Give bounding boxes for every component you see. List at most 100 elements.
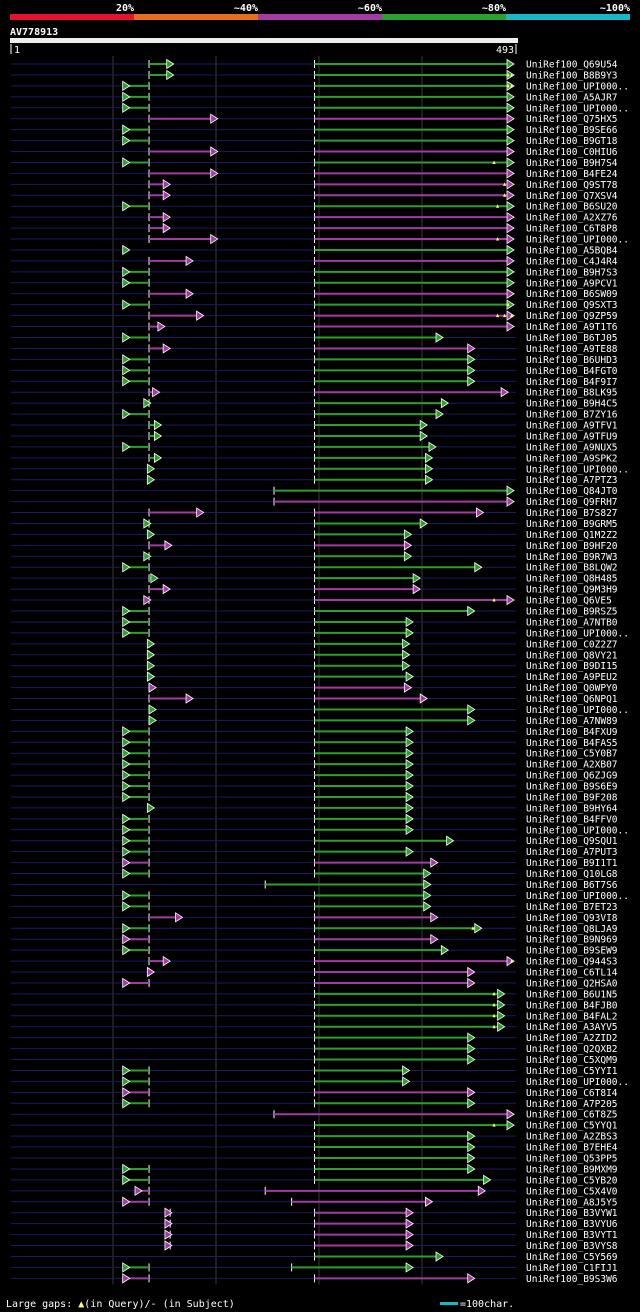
hit-label[interactable]: UniRef100_B7ZY16 [526, 410, 618, 421]
hit-label[interactable]: UniRef100_Q6VE5 [526, 596, 612, 607]
hit-row[interactable]: UniRef100_B6SW09 [11, 288, 618, 300]
hit-label[interactable]: UniRef100_A9PCV1 [526, 278, 618, 289]
hit-label[interactable]: UniRef100_B9MXM9 [526, 1164, 618, 1175]
hit-label[interactable]: UniRef100_B3VYW1 [526, 1208, 618, 1219]
hit-label[interactable]: UniRef100_A2XZ76 [526, 213, 618, 224]
hit-row[interactable]: UniRef100_C5XQM9 [11, 1054, 618, 1066]
hit-label[interactable]: UniRef100_C6TL14 [526, 968, 618, 979]
hit-label[interactable]: UniRef100_B9I1T1 [526, 858, 618, 869]
hit-row[interactable]: UniRef100_A2ZID2 [11, 1032, 618, 1044]
hit-row[interactable]: UniRef100_B3VYW1 [11, 1207, 618, 1219]
hit-row[interactable]: UniRef100_B3VYU6 [11, 1218, 618, 1230]
hit-label[interactable]: UniRef100_B3VYS8 [526, 1241, 618, 1252]
hit-label[interactable]: UniRef100_C4J4R4 [526, 256, 618, 267]
hit-label[interactable]: UniRef100_UPI000.. [526, 235, 629, 246]
hit-label[interactable]: UniRef100_Q9FRH7 [526, 497, 618, 508]
hit-row[interactable]: UniRef100_C5YB20 [11, 1174, 618, 1186]
hit-label[interactable]: UniRef100_C5YB20 [526, 1175, 618, 1186]
hit-label[interactable]: UniRef100_A9TFV1 [526, 421, 618, 432]
hit-label[interactable]: UniRef100_C5YYI1 [526, 1066, 618, 1077]
hit-row[interactable]: UniRef100_UPI000.. [11, 233, 629, 246]
hit-row[interactable]: UniRef100_Q2QXB2 [11, 1043, 618, 1055]
hit-label[interactable]: UniRef100_Q8VY21 [526, 650, 618, 661]
hit-label[interactable]: UniRef100_Q6ZJG9 [526, 771, 618, 782]
hit-label[interactable]: UniRef100_A5BQB4 [526, 245, 618, 256]
hit-label[interactable]: UniRef100_C5Y569 [526, 1252, 618, 1263]
hit-row[interactable]: UniRef100_B4FAL2 [11, 1010, 618, 1022]
hit-label[interactable]: UniRef100_A9SPK2 [526, 453, 618, 464]
hit-label[interactable]: UniRef100_B8LQW2 [526, 563, 618, 574]
hit-row[interactable]: UniRef100_B9GRM5 [11, 518, 618, 530]
hit-label[interactable]: UniRef100_B8B9Y3 [526, 70, 618, 81]
hit-row[interactable]: UniRef100_UPI000.. [11, 102, 629, 114]
hit-row[interactable]: UniRef100_Q9FRH7 [11, 496, 618, 508]
hit-row[interactable]: UniRef100_Q93VI8 [11, 912, 618, 924]
hit-row[interactable]: UniRef100_Q53PP5 [11, 1152, 618, 1165]
hit-label[interactable]: UniRef100_C5Y0B7 [526, 749, 618, 760]
hit-label[interactable]: UniRef100_B7ET23 [526, 902, 618, 913]
hit-label[interactable]: UniRef100_Q7XSV4 [526, 191, 618, 202]
hit-row[interactable]: UniRef100_Q9SQU1 [11, 835, 618, 847]
hit-label[interactable]: UniRef100_Q2QXB2 [526, 1044, 618, 1055]
hit-row[interactable]: UniRef100_A7P205 [11, 1098, 618, 1110]
hit-row[interactable]: UniRef100_C0HIU6 [11, 146, 618, 158]
hit-row[interactable]: UniRef100_A5AJR7 [11, 91, 618, 103]
hit-label[interactable]: UniRef100_A9T1T6 [526, 322, 618, 333]
hit-row[interactable]: UniRef100_B9S6E9 [11, 780, 618, 793]
hit-row[interactable]: UniRef100_B8B9Y3 [11, 69, 618, 81]
hit-row[interactable]: UniRef100_A5BQB4 [11, 244, 618, 256]
hit-row[interactable]: UniRef100_Q6ZJG9 [11, 769, 618, 782]
hit-label[interactable]: UniRef100_B9H4C5 [526, 399, 618, 410]
hit-row[interactable]: UniRef100_Q6NPQ1 [11, 693, 618, 705]
hit-label[interactable]: UniRef100_B9HY64 [526, 803, 618, 814]
hit-row[interactable]: UniRef100_A9TE88 [11, 343, 618, 355]
hit-row[interactable]: UniRef100_B9DI15 [11, 660, 618, 672]
hit-row[interactable]: UniRef100_C6TL14 [11, 966, 618, 979]
hit-row[interactable]: UniRef100_A2XB07 [11, 758, 618, 771]
hit-label[interactable]: UniRef100_B9SE66 [526, 125, 618, 136]
hit-label[interactable]: UniRef100_A7P205 [526, 1099, 618, 1110]
hit-label[interactable]: UniRef100_C5X4V0 [526, 1186, 618, 1197]
hit-row[interactable]: UniRef100_Q9ZP59 [11, 310, 618, 322]
hit-row[interactable]: UniRef100_C6T8P8 [11, 222, 618, 235]
hit-row[interactable]: UniRef100_B7ZY16 [11, 408, 618, 421]
hit-row[interactable]: UniRef100_Q8H485 [11, 572, 618, 585]
hit-row[interactable]: UniRef100_B9GT18 [11, 135, 618, 147]
hit-label[interactable]: UniRef100_Q944S3 [526, 957, 618, 968]
hit-label[interactable]: UniRef100_C6T8P8 [526, 224, 618, 235]
hit-row[interactable]: UniRef100_Q10LG8 [11, 868, 618, 880]
hit-label[interactable]: UniRef100_Q69U54 [526, 60, 618, 71]
hit-label[interactable]: UniRef100_UPI000.. [526, 891, 629, 902]
hit-row[interactable]: UniRef100_B4FFV0 [11, 813, 618, 825]
hit-row[interactable]: UniRef100_B4F9I7 [11, 376, 618, 388]
hit-label[interactable]: UniRef100_C0HIU6 [526, 147, 618, 158]
hit-row[interactable]: UniRef100_UPI000.. [11, 1076, 629, 1088]
hit-label[interactable]: UniRef100_B7S827 [526, 508, 618, 519]
hit-row[interactable]: UniRef100_B6SU20 [11, 200, 618, 213]
hit-row[interactable]: UniRef100_Q2HSA0 [11, 977, 618, 989]
hit-label[interactable]: UniRef100_B6UHD3 [526, 355, 618, 366]
hit-label[interactable]: UniRef100_B9S3W6 [526, 1274, 618, 1285]
hit-label[interactable]: UniRef100_A9PEU2 [526, 672, 618, 683]
hit-row[interactable]: UniRef100_B3VYS8 [11, 1240, 618, 1252]
hit-label[interactable]: UniRef100_A7PTZ3 [526, 475, 618, 486]
hit-row[interactable]: UniRef100_C6T8I4 [11, 1087, 618, 1099]
hit-row[interactable]: UniRef100_A9T1T6 [11, 321, 618, 333]
hit-label[interactable]: UniRef100_UPI000.. [526, 1077, 629, 1088]
hit-label[interactable]: UniRef100_B6SW09 [526, 289, 618, 300]
hit-row[interactable]: UniRef100_B9SE66 [11, 124, 618, 136]
hit-label[interactable]: UniRef100_C6T8Z5 [526, 1110, 618, 1121]
hit-row[interactable]: UniRef100_B6T7S6 [11, 879, 618, 891]
hit-row[interactable]: UniRef100_A7NTB0 [11, 616, 618, 628]
hit-label[interactable]: UniRef100_A2XB07 [526, 760, 618, 771]
hit-row[interactable]: UniRef100_B7EHE4 [11, 1141, 618, 1154]
hit-row[interactable]: UniRef100_B9I1T1 [11, 857, 618, 869]
hit-row[interactable]: UniRef100_C5Y0B7 [11, 747, 618, 760]
hit-row[interactable]: UniRef100_Q7XSV4 [11, 190, 618, 202]
hit-row[interactable]: UniRef100_Q8LJA9 [11, 923, 618, 935]
hit-row[interactable]: UniRef100_Q8VY21 [11, 649, 618, 661]
hit-row[interactable]: UniRef100_A7PTZ3 [11, 474, 618, 486]
hit-label[interactable]: UniRef100_UPI000.. [526, 464, 629, 475]
hit-row[interactable]: UniRef100_B7S827 [11, 507, 618, 519]
hit-row[interactable]: UniRef100_B6UHD3 [11, 354, 618, 366]
